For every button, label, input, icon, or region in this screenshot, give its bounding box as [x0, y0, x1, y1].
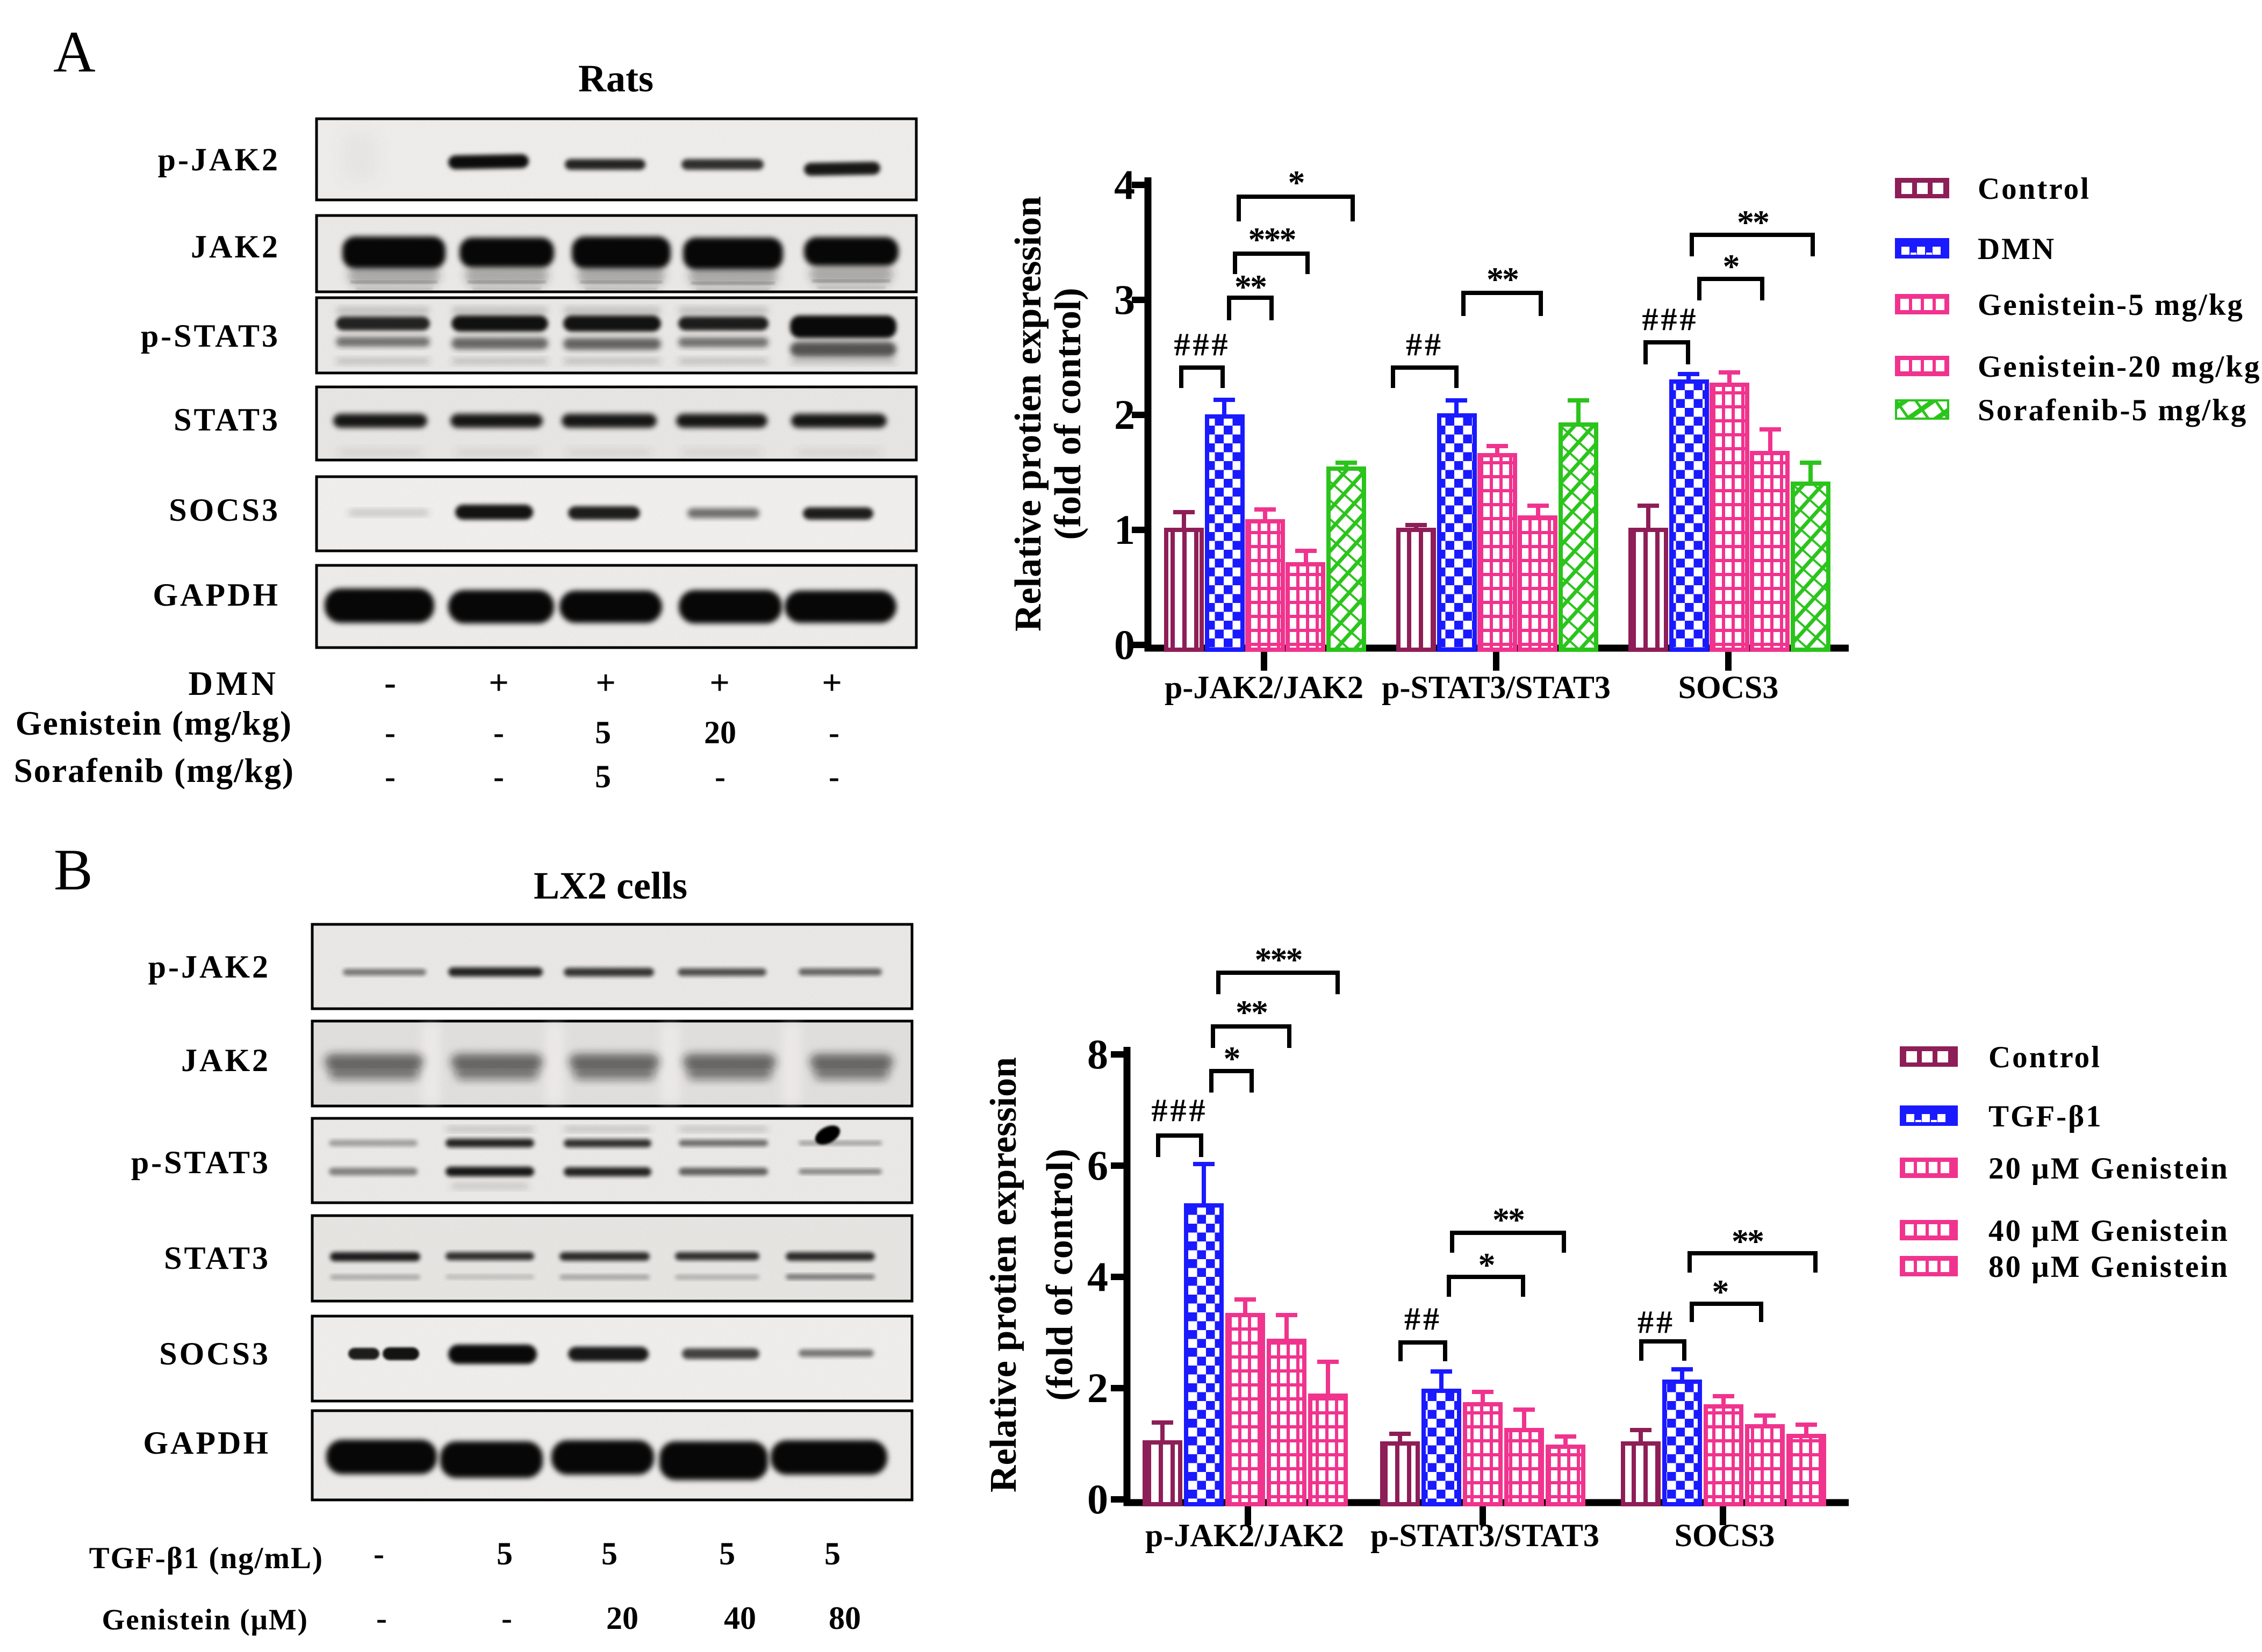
svg-text:+: + — [822, 663, 842, 702]
svg-text:B: B — [54, 837, 93, 902]
svg-text:Genistein-5 mg/kg: Genistein-5 mg/kg — [1978, 288, 2244, 322]
svg-text:JAK2: JAK2 — [191, 229, 280, 264]
svg-text:p-JAK2/JAK2: p-JAK2/JAK2 — [1145, 1518, 1344, 1553]
svg-text:p-STAT3: p-STAT3 — [141, 318, 280, 354]
svg-text:6: 6 — [1087, 1142, 1108, 1189]
svg-text:p-JAK2/JAK2: p-JAK2/JAK2 — [1165, 670, 1363, 705]
svg-text:2: 2 — [1114, 391, 1135, 438]
svg-text:(fold of control): (fold of control) — [1047, 288, 1089, 540]
svg-text:40: 40 — [724, 1600, 756, 1636]
svg-text:Control: Control — [1988, 1040, 2101, 1074]
svg-text:5: 5 — [719, 1536, 735, 1571]
svg-text:1: 1 — [1114, 506, 1135, 553]
svg-text:DMN: DMN — [189, 665, 279, 702]
svg-text:5: 5 — [497, 1536, 513, 1571]
svg-text:TGF-β1: TGF-β1 — [1988, 1100, 2103, 1133]
svg-text:p-STAT3/STAT3: p-STAT3/STAT3 — [1370, 1518, 1599, 1553]
svg-text:Relative protien expression: Relative protien expression — [983, 1057, 1024, 1492]
svg-text:+: + — [595, 663, 616, 702]
svg-text:-: - — [715, 759, 726, 794]
svg-text:+: + — [709, 663, 730, 702]
svg-text:A: A — [53, 19, 96, 84]
svg-text:Genistein-20 mg/kg: Genistein-20 mg/kg — [1978, 350, 2261, 384]
svg-text:-: - — [384, 663, 396, 702]
svg-text:p-JAK2: p-JAK2 — [148, 949, 270, 985]
svg-text:TGF-β1 (ng/mL): TGF-β1 (ng/mL) — [89, 1541, 324, 1575]
svg-text:*: * — [1478, 1246, 1495, 1284]
svg-text:p-STAT3: p-STAT3 — [131, 1145, 270, 1180]
svg-text:***: *** — [1248, 220, 1296, 258]
svg-text:5: 5 — [824, 1536, 841, 1571]
svg-text:##: ## — [1638, 1304, 1675, 1340]
svg-text:-: - — [493, 715, 504, 750]
svg-text:-: - — [829, 715, 839, 750]
svg-text:80 μM Genistein: 80 μM Genistein — [1988, 1250, 2229, 1284]
svg-text:0: 0 — [1114, 621, 1135, 668]
svg-text:Rats: Rats — [578, 57, 654, 100]
svg-text:*: * — [1288, 163, 1304, 202]
svg-text:SOCS3: SOCS3 — [169, 492, 280, 528]
svg-text:JAK2: JAK2 — [181, 1043, 270, 1078]
svg-text:STAT3: STAT3 — [164, 1240, 270, 1276]
svg-text:8: 8 — [1087, 1031, 1108, 1078]
svg-text:STAT3: STAT3 — [174, 402, 280, 437]
svg-text:**: ** — [1737, 203, 1769, 241]
svg-text:+: + — [489, 663, 509, 702]
svg-text:Genistein (mg/kg): Genistein (mg/kg) — [16, 705, 292, 742]
svg-text:40 μM Genistein: 40 μM Genistein — [1988, 1214, 2229, 1248]
svg-text:-: - — [385, 759, 396, 794]
svg-text:-: - — [493, 759, 504, 794]
svg-text:Sorafenib-5 mg/kg: Sorafenib-5 mg/kg — [1978, 393, 2247, 427]
svg-text:-: - — [376, 1600, 387, 1636]
svg-text:**: ** — [1487, 260, 1518, 298]
svg-text:p-STAT3/STAT3: p-STAT3/STAT3 — [1382, 670, 1611, 705]
svg-text:*: * — [1224, 1039, 1240, 1078]
svg-text:2: 2 — [1087, 1364, 1108, 1411]
svg-text:SOCS3: SOCS3 — [1675, 1518, 1775, 1553]
svg-text:20 μM Genistein: 20 μM Genistein — [1988, 1152, 2229, 1186]
svg-text:***: *** — [1255, 940, 1302, 979]
svg-text:(fold of control): (fold of control) — [1039, 1148, 1081, 1400]
svg-text:**: ** — [1236, 993, 1267, 1031]
svg-text:80: 80 — [829, 1600, 861, 1636]
svg-text:*: * — [1712, 1273, 1728, 1311]
svg-text:##: ## — [1404, 1301, 1442, 1337]
svg-text:*: * — [1723, 247, 1739, 285]
svg-text:-: - — [501, 1600, 512, 1636]
svg-text:-: - — [385, 715, 396, 750]
svg-text:-: - — [374, 1536, 384, 1571]
svg-text:Control: Control — [1978, 172, 2091, 206]
svg-text:###: ### — [1174, 327, 1231, 362]
svg-text:**: ** — [1492, 1201, 1524, 1239]
svg-text:20: 20 — [606, 1600, 638, 1636]
svg-text:###: ### — [1642, 301, 1699, 337]
svg-text:##: ## — [1406, 327, 1444, 362]
svg-text:GAPDH: GAPDH — [143, 1425, 270, 1461]
svg-text:5: 5 — [595, 715, 611, 750]
svg-text:4: 4 — [1087, 1253, 1108, 1300]
svg-text:**: ** — [1732, 1222, 1763, 1260]
svg-text:LX2 cells: LX2 cells — [534, 864, 687, 907]
svg-text:-: - — [829, 759, 839, 794]
svg-text:Relative protien expression: Relative protien expression — [1008, 196, 1049, 631]
svg-text:GAPDH: GAPDH — [153, 577, 280, 613]
svg-text:Sorafenib (mg/kg): Sorafenib (mg/kg) — [14, 752, 295, 789]
svg-text:3: 3 — [1114, 276, 1135, 323]
svg-text:0: 0 — [1087, 1476, 1108, 1522]
svg-text:DMN: DMN — [1978, 232, 2056, 266]
svg-text:p-JAK2: p-JAK2 — [158, 142, 280, 177]
svg-text:4: 4 — [1114, 161, 1135, 208]
svg-text:SOCS3: SOCS3 — [1678, 670, 1779, 705]
svg-text:5: 5 — [601, 1536, 617, 1571]
svg-text:5: 5 — [595, 759, 611, 794]
svg-text:###: ### — [1152, 1093, 1208, 1128]
svg-text:**: ** — [1234, 268, 1266, 306]
svg-text:Genistein (μM): Genistein (μM) — [102, 1603, 308, 1636]
svg-text:SOCS3: SOCS3 — [159, 1336, 270, 1371]
svg-text:20: 20 — [704, 715, 736, 750]
